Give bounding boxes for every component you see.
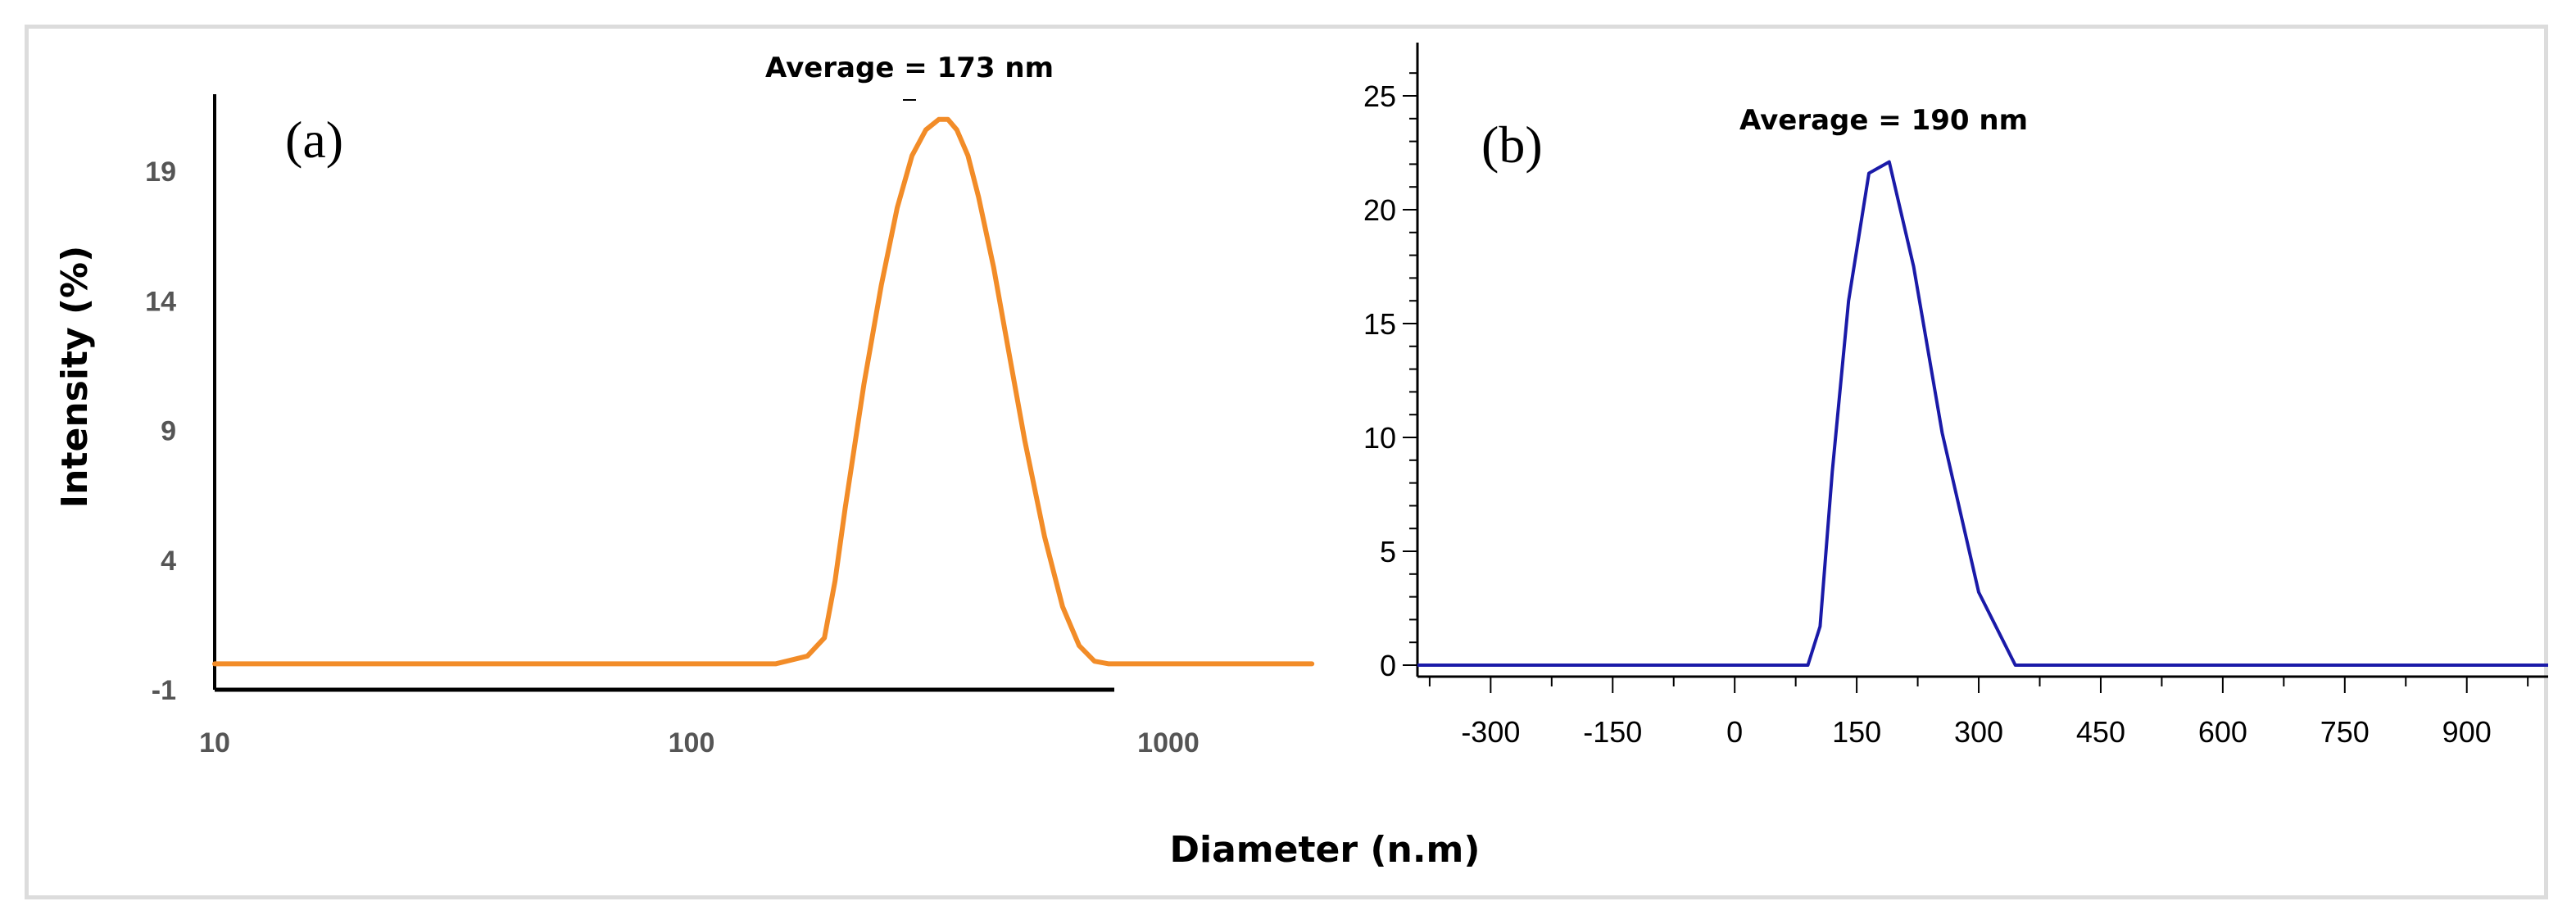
panel-a-x-tick-label: 100: [669, 727, 715, 759]
panel-b-chart: 0 5 10 15 20 25 -300 -150 0 150 300 450 600 750 900 A…: [1363, 43, 2548, 749]
panel-b-series-line: [1417, 160, 2548, 667]
panel-a-y-ticks: -1 4 9 14 19: [145, 156, 176, 706]
panel-b-y-tick-label: 5: [1380, 535, 1396, 568]
panel-a-series-line: [212, 116, 1315, 667]
panel-b-x-tick-label: -300: [1461, 715, 1520, 749]
panel-b-x-ticks: -300 -150 0 150 300 450 600 750 900: [1428, 677, 2529, 749]
panel-b-x-tick-label: -150: [1583, 715, 1642, 749]
figure-frame: [25, 25, 2548, 899]
panel-b-y-tick-label: 0: [1380, 649, 1396, 682]
panel-a-x-tick-label: 10: [199, 727, 230, 759]
panel-b-x-tick-label: 600: [2198, 715, 2247, 749]
panel-b-y-tick-label: 15: [1363, 307, 1396, 341]
panel-b-label: (b): [1481, 116, 1543, 174]
y-axis-title: Intensity (%): [54, 246, 96, 509]
panel-a-y-tick-label: 19: [145, 156, 176, 188]
panel-a-y-tick-label: 9: [161, 416, 176, 447]
panel-a-x-tick-label: 1000: [1137, 727, 1200, 759]
panel-b-x-tick-label: 900: [2442, 715, 2492, 749]
panel-a-y-tick-label: 14: [145, 286, 176, 317]
panel-a-label: (a): [285, 111, 343, 169]
panel-b-y-ticks: 0 5 10 15 20 25: [1363, 72, 1417, 682]
x-axis-title: Diameter (n.m): [1170, 829, 1481, 871]
panel-b-y-tick-label: 25: [1363, 79, 1396, 113]
panel-b-x-tick-label: 750: [2320, 715, 2370, 749]
panel-b-x-tick-label: 300: [1954, 715, 2003, 749]
panel-a-average-label: Average = 173 nm: [765, 52, 1054, 84]
panel-a-y-tick-label: 4: [161, 546, 176, 577]
panel-b-x-tick-label: 150: [1832, 715, 1881, 749]
panel-b-x-tick-label: 450: [2076, 715, 2125, 749]
panel-b-y-tick-label: 10: [1363, 421, 1396, 455]
panel-b-average-label: Average = 190 nm: [1739, 104, 2028, 137]
panel-b-y-tick-label: 20: [1363, 193, 1396, 227]
panel-b-x-tick-label: 0: [1726, 715, 1743, 749]
panel-a-y-tick-label: -1: [152, 675, 176, 706]
panel-a-x-ticks: 10 100 1000: [199, 727, 1200, 759]
